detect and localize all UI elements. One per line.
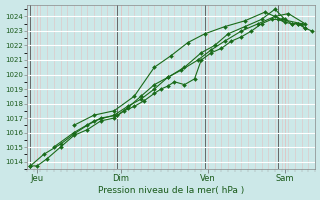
X-axis label: Pression niveau de la mer( hPa ): Pression niveau de la mer( hPa )	[98, 186, 244, 195]
